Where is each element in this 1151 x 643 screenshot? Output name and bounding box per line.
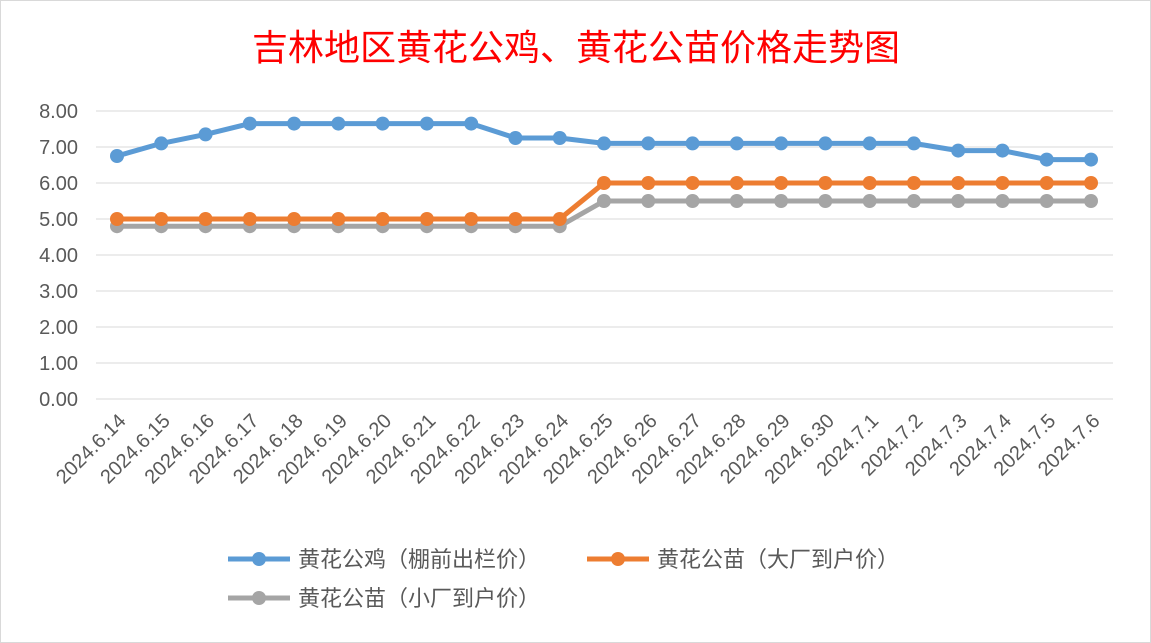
data-point	[951, 194, 966, 208]
data-point	[154, 212, 169, 226]
data-point	[729, 194, 744, 208]
data-point	[995, 176, 1010, 190]
data-point	[818, 136, 833, 151]
data-point	[597, 194, 611, 208]
data-point	[154, 136, 169, 151]
y-tick-label: 8.00	[39, 101, 78, 123]
legend-item: 黄花公鸡（棚前出栏价）	[228, 548, 540, 573]
data-point	[597, 136, 611, 151]
data-point	[419, 212, 434, 226]
data-point	[862, 194, 877, 208]
data-point	[774, 194, 789, 208]
y-tick-label: 2.00	[39, 317, 78, 339]
data-point	[951, 143, 966, 158]
data-point	[419, 116, 434, 131]
y-tick-label: 3.00	[39, 281, 78, 303]
data-point	[818, 176, 833, 190]
data-point	[1039, 152, 1054, 167]
data-point	[375, 116, 390, 131]
data-point	[1039, 194, 1054, 208]
data-point	[1084, 194, 1098, 208]
data-point	[641, 176, 656, 190]
data-point	[110, 212, 124, 226]
data-point	[774, 136, 789, 151]
data-point	[552, 212, 567, 226]
legend-label: 黄花公鸡（棚前出栏价）	[298, 548, 540, 573]
data-point	[508, 212, 523, 226]
data-point	[906, 176, 921, 190]
data-point	[242, 212, 257, 226]
legend-item: 黄花公苗（小厂到户价）	[228, 587, 540, 612]
data-point	[641, 136, 656, 151]
data-point	[685, 194, 700, 208]
chart-title: 吉林地区黄花公鸡、黄花公苗价格走势图	[252, 28, 900, 69]
data-point	[995, 143, 1010, 158]
data-point	[818, 194, 833, 208]
legend-swatch-marker	[252, 552, 266, 566]
data-point	[995, 194, 1010, 208]
data-point	[906, 194, 921, 208]
legend-swatch-marker	[611, 552, 625, 566]
data-point	[729, 176, 744, 190]
legend: 黄花公鸡（棚前出栏价） 黄花公苗（大厂到户价） 黄花公苗（小厂到户价）	[228, 548, 899, 612]
data-point	[242, 116, 257, 131]
series-lines	[110, 116, 1098, 234]
data-point	[331, 212, 346, 226]
y-axis-tick-labels: 0.00 1.00 2.00 3.00 4.00 5.00 6.00 7.00 8.00	[39, 101, 78, 411]
legend-swatch-marker	[252, 591, 266, 605]
series-1	[110, 116, 1098, 167]
data-point	[110, 149, 124, 163]
data-point	[1084, 176, 1098, 190]
data-point	[552, 131, 567, 145]
data-point	[951, 176, 966, 190]
y-tick-label: 4.00	[39, 245, 78, 267]
y-tick-label: 0.00	[39, 389, 78, 411]
data-point	[375, 212, 390, 226]
data-point	[287, 212, 302, 226]
data-point	[287, 116, 302, 131]
data-point	[685, 136, 700, 151]
series-2	[110, 176, 1098, 226]
y-tick-label: 5.00	[39, 209, 78, 231]
data-point	[729, 136, 744, 151]
data-point	[1084, 152, 1098, 167]
data-point	[862, 176, 877, 190]
y-tick-label: 7.00	[39, 137, 78, 159]
data-point	[641, 194, 656, 208]
legend-label: 黄花公苗（大厂到户价）	[657, 548, 899, 573]
data-point	[774, 176, 789, 190]
y-tick-label: 6.00	[39, 173, 78, 195]
y-tick-label: 1.00	[39, 353, 78, 375]
data-point	[508, 131, 523, 145]
data-point	[198, 212, 213, 226]
data-point	[685, 176, 700, 190]
data-point	[906, 136, 921, 151]
data-point	[464, 116, 479, 131]
data-point	[198, 127, 213, 142]
data-point	[862, 136, 877, 151]
data-point	[1039, 176, 1054, 190]
data-point	[331, 116, 346, 131]
data-point	[597, 176, 611, 190]
data-point	[464, 212, 479, 226]
legend-item: 黄花公苗（大厂到户价）	[587, 548, 899, 573]
legend-label: 黄花公苗（小厂到户价）	[298, 587, 540, 612]
